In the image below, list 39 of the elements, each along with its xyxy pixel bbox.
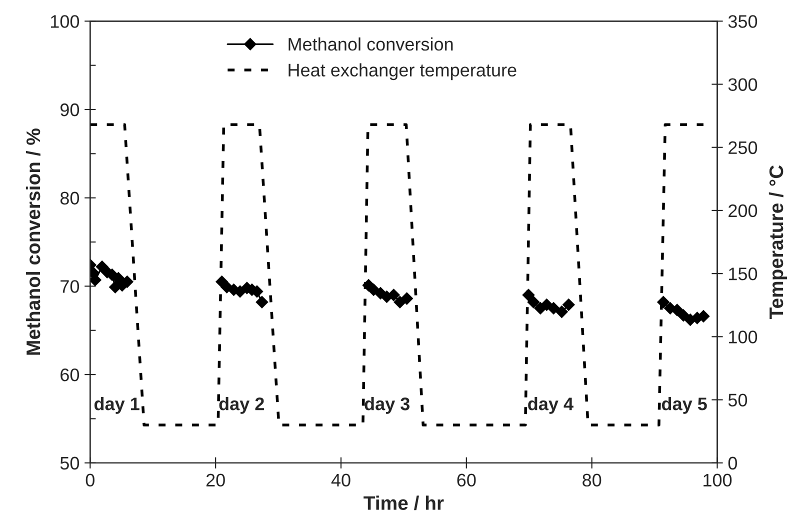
annotation: day 4 bbox=[528, 397, 574, 414]
y2-tick-label: 50 bbox=[728, 394, 748, 406]
annotation: day 5 bbox=[662, 397, 707, 414]
annotation: day 3 bbox=[364, 397, 410, 414]
annotation: day 1 bbox=[94, 397, 140, 414]
point bbox=[562, 298, 575, 311]
legend-label: Methanol conversion bbox=[288, 37, 453, 51]
y-tick-label: 80 bbox=[60, 192, 80, 205]
y-tick-label: 60 bbox=[60, 368, 80, 382]
point bbox=[388, 288, 400, 302]
y2-tick-label: 0 bbox=[728, 456, 738, 470]
point bbox=[256, 296, 268, 308]
annotation: day 2 bbox=[219, 397, 264, 414]
y2-tick-label: 300 bbox=[728, 78, 758, 91]
x-tick-label: 100 bbox=[704, 474, 732, 487]
y-tick-label: 50 bbox=[60, 456, 80, 470]
y-tick-label: 100 bbox=[51, 15, 80, 28]
legend-label: Heat exchanger temperature bbox=[288, 63, 516, 80]
x-tick-label: 20 bbox=[206, 474, 225, 487]
point bbox=[671, 304, 684, 316]
point bbox=[556, 306, 568, 318]
point bbox=[547, 302, 560, 314]
point bbox=[400, 292, 413, 305]
y2-tick-label: 200 bbox=[728, 204, 758, 218]
point bbox=[677, 309, 690, 322]
y2-tick-label: 100 bbox=[729, 330, 758, 344]
y2-tick-label: 150 bbox=[729, 268, 758, 280]
x-axis-title: Time / hr bbox=[364, 496, 444, 510]
x-tick-label: 40 bbox=[331, 474, 350, 487]
y-tick-label: 90 bbox=[60, 103, 80, 116]
y2-tick-label: 250 bbox=[728, 141, 758, 154]
y2-axis-title: Temperature / °C bbox=[768, 165, 788, 319]
y-axis-title: Methanol conversion / % bbox=[26, 128, 40, 355]
y-tick-label: 70 bbox=[60, 280, 80, 293]
x-tick-label: 0 bbox=[86, 474, 94, 487]
point bbox=[527, 296, 540, 308]
x-tick-label: 80 bbox=[582, 474, 602, 487]
y2-tick-label: 350 bbox=[728, 15, 758, 28]
x-tick-label: 60 bbox=[457, 474, 476, 487]
